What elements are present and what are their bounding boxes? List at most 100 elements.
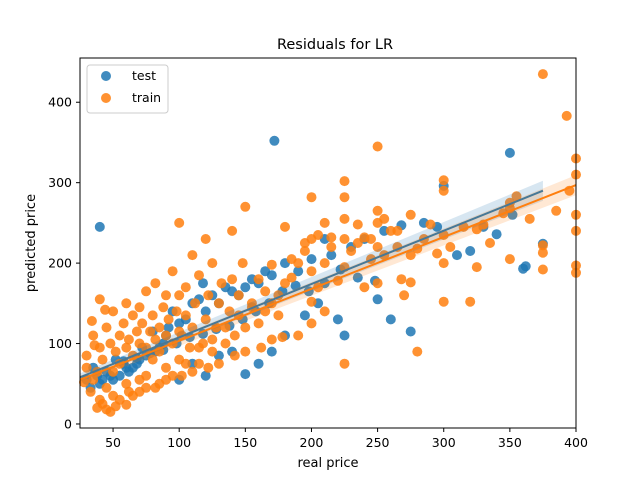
point-train-167 [366, 234, 376, 244]
point-test-82 [352, 272, 363, 283]
point-test-8 [326, 250, 337, 261]
point-train-205 [89, 340, 100, 351]
point-train-9 [537, 247, 548, 258]
point-train-190 [134, 386, 145, 397]
point-train-47 [326, 242, 337, 252]
point-train-32 [372, 141, 383, 152]
point-train-145 [81, 350, 92, 361]
point-train-76 [220, 338, 231, 349]
point-train-130 [114, 330, 125, 341]
point-train-42 [339, 192, 350, 203]
point-train-201 [203, 362, 214, 373]
point-train-128 [118, 318, 129, 329]
x-tick-label-400: 400 [564, 435, 588, 450]
point-test-11 [306, 254, 317, 265]
point-train-88 [190, 298, 201, 309]
legend-marker-test [101, 71, 111, 81]
point-test-31 [163, 322, 174, 333]
point-train-187 [213, 358, 224, 369]
legend-label-train: train [132, 90, 161, 105]
point-train-23 [425, 219, 436, 230]
x-tick-label-250: 250 [366, 435, 390, 450]
point-train-54 [306, 296, 317, 307]
point-train-168 [379, 213, 390, 224]
point-test-69 [372, 294, 383, 305]
point-test-63 [266, 346, 277, 357]
point-train-120 [134, 374, 145, 385]
x-axis-label: real price [297, 456, 358, 471]
plot-frame [79, 57, 577, 429]
point-train-104 [161, 330, 171, 341]
point-train-171 [432, 248, 443, 259]
point-train-77 [216, 278, 227, 289]
x-tick-label-50: 50 [105, 435, 121, 450]
point-train-133 [108, 366, 119, 377]
point-train-118 [134, 302, 145, 313]
point-test-24 [200, 306, 211, 317]
point-train-69 [240, 322, 251, 333]
point-train-196 [339, 358, 350, 369]
point-train-163 [299, 238, 310, 248]
point-train-134 [105, 338, 116, 349]
point-train-109 [150, 278, 161, 289]
point-train-81 [207, 346, 218, 357]
point-test-18 [240, 282, 251, 293]
point-train-162 [286, 254, 297, 265]
point-train-93 [180, 310, 191, 321]
point-train-186 [240, 346, 251, 357]
point-train-136 [101, 382, 112, 393]
point-train-18 [438, 175, 449, 186]
point-test-2 [504, 147, 515, 158]
point-test-77 [491, 229, 502, 240]
point-train-169 [392, 225, 403, 236]
point-train-19 [438, 185, 449, 196]
x-tick-label-100: 100 [167, 435, 191, 450]
points-layer [79, 69, 581, 417]
point-train-17 [465, 296, 476, 307]
point-train-86 [194, 270, 204, 281]
point-train-112 [147, 354, 158, 365]
point-train-36 [372, 278, 383, 289]
point-train-66 [253, 318, 264, 329]
point-train-193 [92, 402, 103, 413]
point-train-137 [97, 354, 108, 365]
point-train-41 [339, 176, 350, 187]
point-train-48 [319, 217, 330, 228]
chart-title: Residuals for LR [277, 37, 393, 53]
point-train-70 [237, 258, 248, 269]
point-train-84 [200, 314, 211, 325]
point-train-203 [150, 382, 161, 393]
point-train-95 [174, 217, 185, 228]
fit-lines [79, 175, 577, 384]
point-train-165 [326, 232, 337, 243]
point-train-71 [233, 290, 244, 301]
point-train-146 [81, 362, 92, 373]
point-train-172 [445, 242, 456, 252]
point-train-73 [227, 225, 238, 236]
x-tick-label-300: 300 [432, 435, 456, 450]
point-train-22 [438, 296, 449, 307]
point-test-68 [339, 330, 350, 341]
x-tick-label-350: 350 [498, 435, 522, 450]
point-train-191 [108, 390, 119, 401]
point-train-39 [352, 219, 363, 230]
point-train-16 [471, 262, 482, 273]
point-train-40 [346, 246, 357, 256]
point-test-67 [332, 314, 343, 325]
point-train-188 [187, 366, 198, 377]
point-train-197 [306, 318, 317, 329]
point-test-70 [385, 314, 396, 325]
point-train-83 [200, 234, 211, 244]
y-axis-ticks: 0 100 200 300 400 [48, 95, 80, 431]
point-train-55 [299, 246, 310, 256]
point-train-58 [280, 221, 290, 232]
point-test-65 [299, 310, 310, 321]
point-train-51 [306, 192, 317, 203]
point-train-207 [100, 304, 111, 315]
y-tick-label-200: 200 [48, 256, 72, 271]
point-train-107 [154, 322, 165, 333]
point-train-33 [372, 205, 383, 216]
point-train-121 [131, 326, 142, 337]
fit-line-train [79, 184, 577, 381]
